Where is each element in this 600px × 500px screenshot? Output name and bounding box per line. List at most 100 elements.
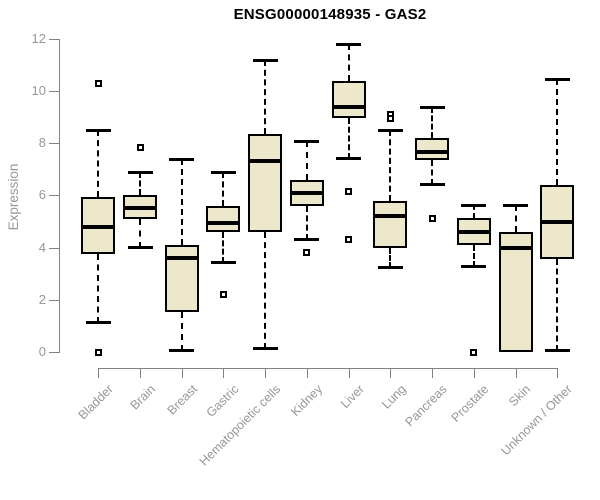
box [498, 231, 533, 352]
lower-whisker [222, 231, 225, 264]
x-axis-line [98, 368, 559, 369]
outlier-point [386, 114, 394, 122]
box [248, 134, 283, 232]
x-tick [140, 368, 142, 378]
x-tick-label: Bladder [75, 382, 117, 423]
x-tick-label: Brain [127, 382, 158, 413]
x-tick-label: Lung [378, 382, 409, 412]
median-line [373, 214, 408, 219]
outlier-point [470, 348, 478, 356]
y-tick-label: 6 [38, 187, 46, 203]
lower-whisker-cap [210, 261, 236, 265]
x-tick [98, 368, 100, 378]
outlier-point [303, 249, 311, 257]
lower-whisker [556, 259, 559, 351]
lower-whisker-cap [544, 348, 570, 352]
median-line [540, 219, 575, 224]
chart-title: ENSG00000148935 - GAS2 [233, 6, 427, 23]
upper-whisker-cap [544, 78, 570, 82]
upper-whisker [431, 106, 434, 138]
box [164, 244, 199, 312]
upper-whisker-cap [377, 129, 403, 133]
median-line [81, 224, 116, 229]
x-tick [306, 368, 308, 378]
x-tick [432, 368, 434, 378]
lower-whisker [180, 311, 183, 351]
upper-whisker [180, 158, 183, 245]
x-tick [223, 368, 225, 378]
outlier-point [345, 187, 353, 195]
lower-whisker [264, 231, 267, 350]
box [373, 200, 408, 248]
y-tick-label: 2 [38, 291, 46, 307]
y-tick [49, 195, 59, 197]
lower-whisker [472, 244, 475, 268]
x-tick-label: Liver [337, 382, 367, 412]
outlier-point [428, 215, 436, 223]
x-tick [515, 368, 517, 378]
outlier-point [94, 79, 102, 87]
x-tick-label: Gastric [203, 382, 242, 420]
lower-whisker-cap [85, 321, 111, 325]
upper-whisker-cap [252, 58, 278, 62]
median-line [456, 229, 491, 234]
upper-whisker [472, 204, 475, 218]
x-tick-label: Hematopoietic cells [196, 382, 284, 469]
x-tick-label: Pancreas [402, 382, 450, 430]
median-line [331, 104, 366, 109]
median-line [498, 245, 533, 250]
upper-whisker-cap [336, 43, 362, 47]
outlier-point [94, 348, 102, 356]
upper-whisker-cap [419, 105, 445, 109]
y-tick [49, 143, 59, 145]
x-tick [390, 368, 392, 378]
upper-whisker-cap [85, 129, 111, 133]
upper-whisker [264, 59, 267, 135]
median-line [164, 256, 199, 261]
upper-whisker [222, 171, 225, 206]
box [331, 80, 366, 119]
x-tick [265, 368, 267, 378]
lower-whisker-cap [419, 182, 445, 186]
lower-whisker [389, 247, 392, 269]
x-tick [348, 368, 350, 378]
outlier-point [219, 291, 227, 299]
upper-whisker [556, 79, 559, 185]
box [415, 137, 450, 161]
x-tick-label: Prostate [448, 382, 492, 425]
lower-whisker-cap [336, 156, 362, 160]
median-line [206, 220, 241, 225]
upper-whisker-cap [294, 139, 320, 143]
box [206, 205, 241, 232]
lower-whisker [347, 118, 350, 159]
median-line [123, 206, 158, 211]
y-tick-label: 12 [31, 30, 46, 46]
x-tick-label: Kidney [287, 382, 325, 419]
upper-whisker [139, 171, 142, 196]
upper-whisker-cap [503, 203, 528, 207]
y-tick-label: 8 [38, 135, 46, 151]
median-line [415, 150, 450, 155]
lower-whisker [139, 218, 142, 248]
upper-whisker [305, 140, 308, 180]
y-axis-line [59, 38, 60, 353]
upper-whisker-cap [461, 203, 487, 207]
outlier-point [345, 236, 353, 244]
lower-whisker-cap [377, 266, 403, 270]
median-line [289, 190, 324, 195]
y-tick [49, 247, 59, 249]
y-tick [49, 299, 59, 301]
lower-whisker-cap [127, 245, 153, 249]
x-tick [181, 368, 183, 378]
upper-whisker [389, 130, 392, 201]
upper-whisker [97, 130, 100, 197]
y-tick [49, 91, 59, 92]
lower-whisker-cap [169, 348, 195, 352]
lower-whisker [431, 160, 434, 185]
lower-whisker-cap [252, 347, 278, 351]
x-tick-label: Skin [506, 382, 534, 410]
y-tick [49, 352, 59, 353]
outlier-point [136, 143, 144, 151]
